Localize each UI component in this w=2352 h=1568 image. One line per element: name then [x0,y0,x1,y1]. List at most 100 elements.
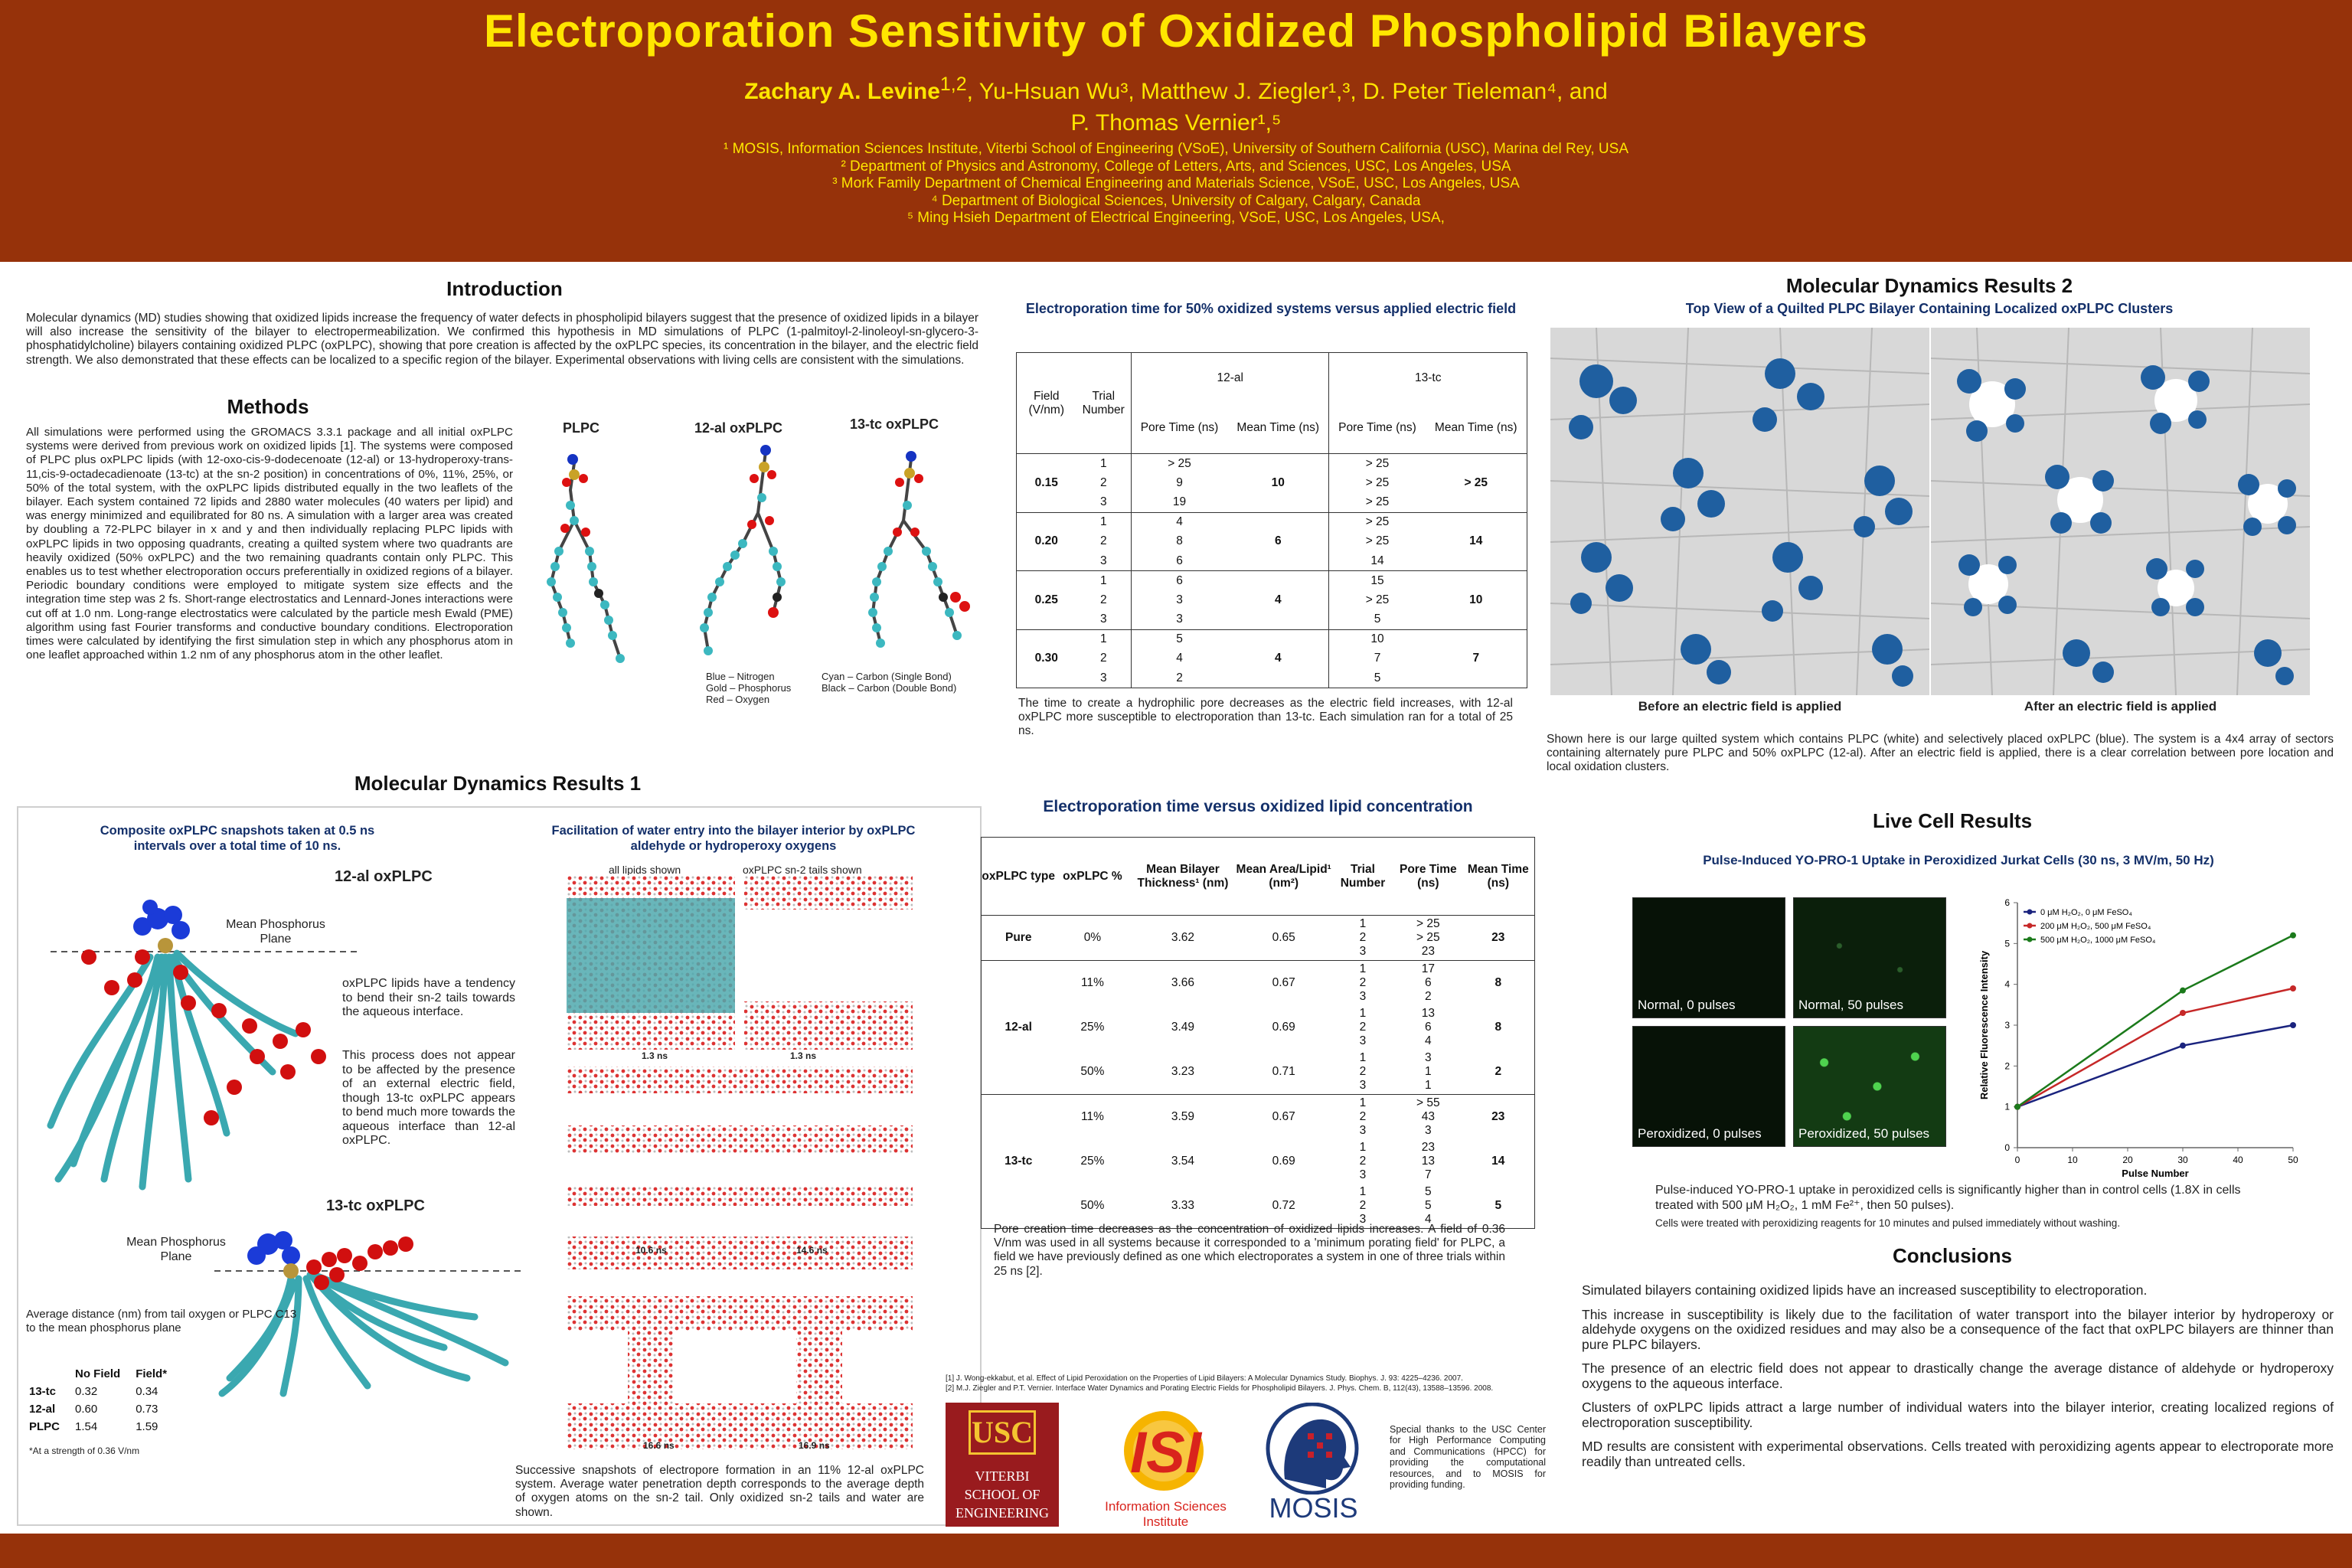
mean-plane-label-1: Mean Phosphorus Plane [226,918,325,946]
data-point [2014,1103,2020,1110]
atom-legend-left: Blue – Nitrogen Gold – Phosphorus Red – … [706,671,791,705]
dist-value: 0.60 [75,1403,98,1416]
trial-number: 1 [1359,1007,1367,1020]
mean-time-cell: 8 [1462,960,1535,1005]
pore-time-cell: 2 [1131,668,1228,688]
table-row: 12-al 11% 3.66 0.67 1 2 3 17 6 2 8 [981,960,1535,1095]
table-row: 3 6 14 [1017,551,1527,571]
field-cell: 0.15 [1016,453,1076,512]
thickness-cell: 3.66 [1129,960,1236,1005]
trial-cell: 1 [1076,453,1132,473]
legend-item: Gold – Phosphorus [706,682,792,694]
cell-image-label: Normal, 0 pulses [1638,998,1736,1012]
dist-value: 0.34 [136,1385,158,1398]
trial-number: 3 [1359,1034,1367,1047]
table1-caption: The time to create a hydrophilic pore de… [1018,697,1513,738]
y-tick-label: 2 [2004,1060,2010,1071]
percent-cell: 25% [1080,1021,1105,1034]
column-header: Mean Time (ns) [1467,862,1529,890]
x-tick-label: 40 [2233,1155,2243,1165]
md1-sub-left: Composite oxPLPC snapshots taken at 0.5 … [100,824,375,853]
isi-logo-mark: ISI [1130,1420,1201,1485]
dist-col-nofield: No Field [75,1367,121,1380]
column-header: Mean Area/Lipid¹ (nm²) [1236,862,1331,890]
mean-time-cell: 6 [1227,511,1329,571]
percent-cell: 25% [1080,1155,1105,1168]
trial-cell: 3 [1099,495,1107,508]
isi-logo-text: Information Sciences Institute [1105,1499,1227,1529]
table1-title: Electroporation time for 50% oxidized sy… [1025,301,1517,316]
mosis-logo-text: MOSIS [1269,1492,1358,1524]
references: [1] J. Wong-ekkabut, et al. Effect of Li… [946,1374,1550,1393]
field-cell: 0.25 [1016,570,1076,629]
table-row: 13-tc 11% 3.59 0.67 1 2 3 > 55 43 3 23 [981,1094,1535,1229]
type-cell: Pure [981,915,1056,961]
trial-cell: 1 [1076,629,1132,649]
legend-label: 500 μM H₂O₂, 1000 μM FeSO₄ [2040,936,2156,945]
mean-time-cell: 5 [1494,1199,1502,1212]
legend-marker [2027,909,2033,915]
table-row: Pure 0% 3.62 0.65 1 2 3 > 25 > 25 23 23 [981,915,1535,961]
dist-footnote: *At a strength of 0.36 V/nm [29,1446,140,1456]
composite-13tc-snapshot [214,1231,521,1397]
reference: [1] J. Wong-ekkabut, et al. Effect of Li… [946,1374,1463,1383]
table-row: 3 19 > 25 [1017,492,1527,512]
quilted-bilayer-after [1931,328,2310,695]
cell-image-label: Peroxidized, 50 pulses [1798,1126,1930,1141]
column-header: oxPLPC % [1063,869,1122,883]
molecule-structures [547,445,970,663]
legend-item: Black – Carbon (Double Bond) [822,682,957,694]
area-cell: 0.65 [1236,915,1331,961]
pore-time-cell: 3 [1131,590,1228,610]
dist-value: 1.59 [136,1420,158,1433]
trial-number: 1 [1359,1051,1367,1064]
area-cell: 0.69 [1272,1021,1295,1034]
pore-time: 4 [1425,1213,1432,1226]
affiliation: ³ Mork Family Department of Chemical Eng… [832,175,1520,191]
author-list: Zachary A. Levine1,2, Yu-Hsuan Wu³, Matt… [0,69,2352,139]
col-mean-13tc: Mean Time (ns) [1434,421,1517,435]
pore-time-cell: 5 [1131,629,1228,649]
data-point [2290,985,2296,991]
md1-text-1: oxPLPC lipids have a tendency to bend th… [342,977,515,1018]
reference: [2] M.J. Ziegler and P.T. Vernier. Inter… [946,1384,1494,1393]
affiliation: ⁵ Ming Hsieh Department of Electrical En… [907,210,1445,226]
cell-image-peroxidized-50: Peroxidized, 50 pulses [1793,1026,1946,1147]
other-authors: , Yu-Hsuan Wu³, Matthew J. Ziegler¹,³, D… [966,79,1608,104]
dist-row-name: PLPC [29,1420,60,1433]
conclusion-item: This increase in susceptibility is likel… [1582,1306,2334,1352]
affiliation: ² Department of Physics and Astronomy, C… [841,158,1511,175]
cell-image-label: Normal, 50 pulses [1798,998,1904,1012]
12al-molecule [700,445,786,655]
quilted-bilayer-before [1550,328,1929,695]
table-row: 0.20 1 4 6 > 25 14 [1016,511,1527,571]
trial-cell: 1 [1076,570,1132,590]
pore-time-cell: > 25 > 25 23 [1394,915,1462,961]
pore-time: > 25 [1416,931,1440,944]
trial-number: 3 [1359,1168,1367,1181]
usc-logo-mark: USC [969,1410,1036,1455]
conclusions-list: Simulated bilayers containing oxidized l… [1582,1282,2334,1478]
type-cell: 12-al [981,960,1056,1095]
data-point [2180,1042,2186,1049]
label-after: After an electric field is applied [2024,699,2217,714]
pore-time: 17 [1421,962,1435,975]
electropore-snapshots [567,875,913,1449]
legend-item: Red – Oxygen [706,694,770,705]
affiliation: ⁴ Department of Biological Sciences, Uni… [931,192,1421,209]
mean-time-cell: 10 [1227,453,1329,512]
table-row: 50% 3.23 0.71 1 2 3 3 1 1 2 [982,1050,1535,1095]
y-tick-label: 4 [2004,979,2010,990]
table-row: 25% 3.49 0.69 1 2 3 13 6 4 8 [982,1005,1535,1050]
methods-text: All simulations were performed using the… [26,426,513,662]
legend-marker [2027,936,2033,942]
trial-cell: 1 [1076,511,1132,532]
pore-time-cell: 10 [1328,629,1426,649]
intro-text: Molecular dynamics (MD) studies showing … [26,312,978,367]
dist-row-name: 13-tc [29,1385,57,1398]
affiliation: ¹ MOSIS, Information Sciences Institute,… [723,141,1629,157]
percent-cell: 50% [1080,1199,1105,1212]
pore-time: 2 [1425,990,1432,1003]
